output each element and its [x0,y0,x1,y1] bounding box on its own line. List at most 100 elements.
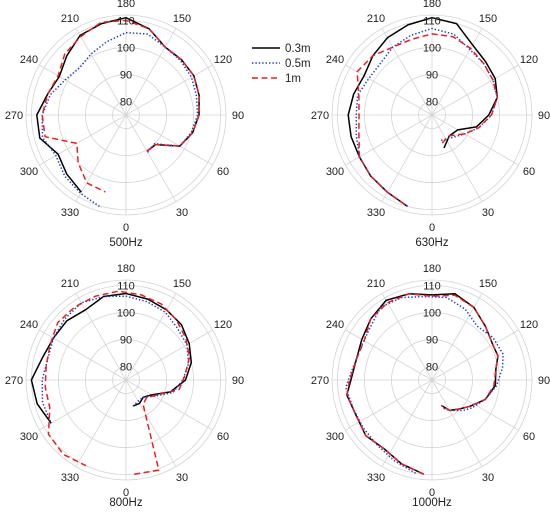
grid-spoke [125,114,213,166]
angle-tick-label: 300 [20,166,38,178]
angle-tick-label: 270 [5,110,23,122]
angle-tick-label: 60 [217,166,229,178]
radial-tick-label: 110 [423,15,441,27]
polar-panel-2: 0 30 60 90 120 150 180 210 240 270 300 330 80 90 100 11… [311,0,550,249]
grid-spoke [75,28,127,116]
radial-tick-label: 110 [117,280,135,292]
angle-tick-label: 270 [311,110,329,122]
angle-tick-label: 330 [61,207,79,219]
grid-spoke [125,28,177,116]
grid-spoke [125,114,177,202]
angle-tick-label: 0 [123,487,129,499]
angle-tick-label: 240 [326,54,344,66]
angle-tick-label: 120 [520,54,538,66]
grid-spoke [75,114,127,202]
angle-tick-label: 270 [5,375,23,387]
polar-panels: 0306090120150180210240270300330809010011… [5,0,550,509]
panel-title: 800Hz [109,497,142,509]
grid-spoke [39,114,127,166]
angle-tick-label: 60 [523,166,535,178]
angle-tick-label: 180 [423,263,441,275]
grid-spoke [431,64,519,116]
radial-tick-label: 100 [423,42,441,54]
angle-tick-label: 90 [232,375,244,387]
grid-spoke [345,114,433,166]
grid-spoke [431,379,483,467]
angle-tick-label: 150 [479,13,497,25]
angle-tick-label: 330 [61,472,79,484]
grid-spoke [39,64,127,116]
series-line-1m [41,19,200,193]
grid-spoke [431,329,519,381]
radial-tick-label: 90 [120,334,132,346]
series-line-1m [44,290,191,475]
series-line-0.3m [347,16,499,208]
radial-tick-label: 110 [117,15,135,27]
grid-spoke [125,329,213,381]
grid-spoke [431,379,519,431]
angle-tick-label: 210 [367,278,385,290]
series-line-1m [356,33,499,208]
angle-tick-label: 330 [367,472,385,484]
angle-tick-label: 210 [61,278,79,290]
series-line-0.5m [345,295,504,474]
polar-panel-3: 0 30 60 90 120 150 180 210 240 270 300 330 80 90 100 11… [5,263,244,509]
angle-tick-label: 180 [423,0,441,10]
grid-spoke [345,329,433,381]
panel-title: 630Hz [415,237,448,249]
angle-tick-label: 60 [523,431,535,443]
legend-label-0.5m: 0.5m [285,58,311,70]
angle-tick-label: 150 [173,278,191,290]
polar-panel-1: 0 30 60 90 120 150 180 210 240 270 300 330 80 90 100 11… [5,0,244,249]
legend: 0.3m 0.5m 1m [252,43,311,85]
angle-tick-label: 30 [482,207,494,219]
angle-tick-label: 300 [326,166,344,178]
grid-spoke [125,64,213,116]
angle-tick-label: 180 [117,263,135,275]
legend-label-1m: 1m [285,73,301,85]
angle-tick-label: 30 [176,472,188,484]
radial-tick-label: 80 [120,96,132,108]
grid-spoke [39,379,127,431]
series-line-0.3m [30,292,193,424]
grid-spoke [125,293,177,381]
radial-tick-label: 110 [423,280,441,292]
radial-tick-label: 90 [426,69,438,81]
angle-tick-label: 90 [232,110,244,122]
angle-tick-label: 210 [61,13,79,25]
radial-tick-label: 90 [426,334,438,346]
angle-tick-label: 180 [117,0,135,10]
panel-title: 1000Hz [412,497,452,509]
grid-spoke [381,293,433,381]
angle-tick-label: 330 [367,207,385,219]
grid-spoke [431,114,519,166]
angle-tick-label: 90 [538,375,550,387]
angle-tick-label: 30 [482,472,494,484]
grid-spoke [381,114,433,202]
grid-spoke [125,379,213,431]
angle-tick-label: 150 [479,278,497,290]
series-line-0.5m [41,295,190,424]
radial-tick-label: 90 [120,69,132,81]
radial-tick-label: 80 [120,361,132,373]
angle-tick-label: 60 [217,431,229,443]
angle-tick-label: 30 [176,207,188,219]
angle-tick-label: 300 [326,431,344,443]
angle-tick-label: 150 [173,13,191,25]
angle-tick-label: 240 [20,319,38,331]
angle-tick-label: 0 [429,222,435,234]
grid-spoke [381,379,433,467]
grid-spoke [431,293,483,381]
angle-tick-label: 120 [214,54,232,66]
angle-tick-label: 90 [538,110,550,122]
angle-tick-label: 270 [311,375,329,387]
radial-tick-label: 80 [426,96,438,108]
grid-spoke [431,114,483,202]
angle-tick-label: 120 [214,319,232,331]
angle-tick-label: 210 [367,13,385,25]
grid-spoke [345,379,433,431]
radial-tick-label: 100 [117,42,135,54]
radial-tick-label: 100 [117,307,135,319]
grid-spoke [39,329,127,381]
